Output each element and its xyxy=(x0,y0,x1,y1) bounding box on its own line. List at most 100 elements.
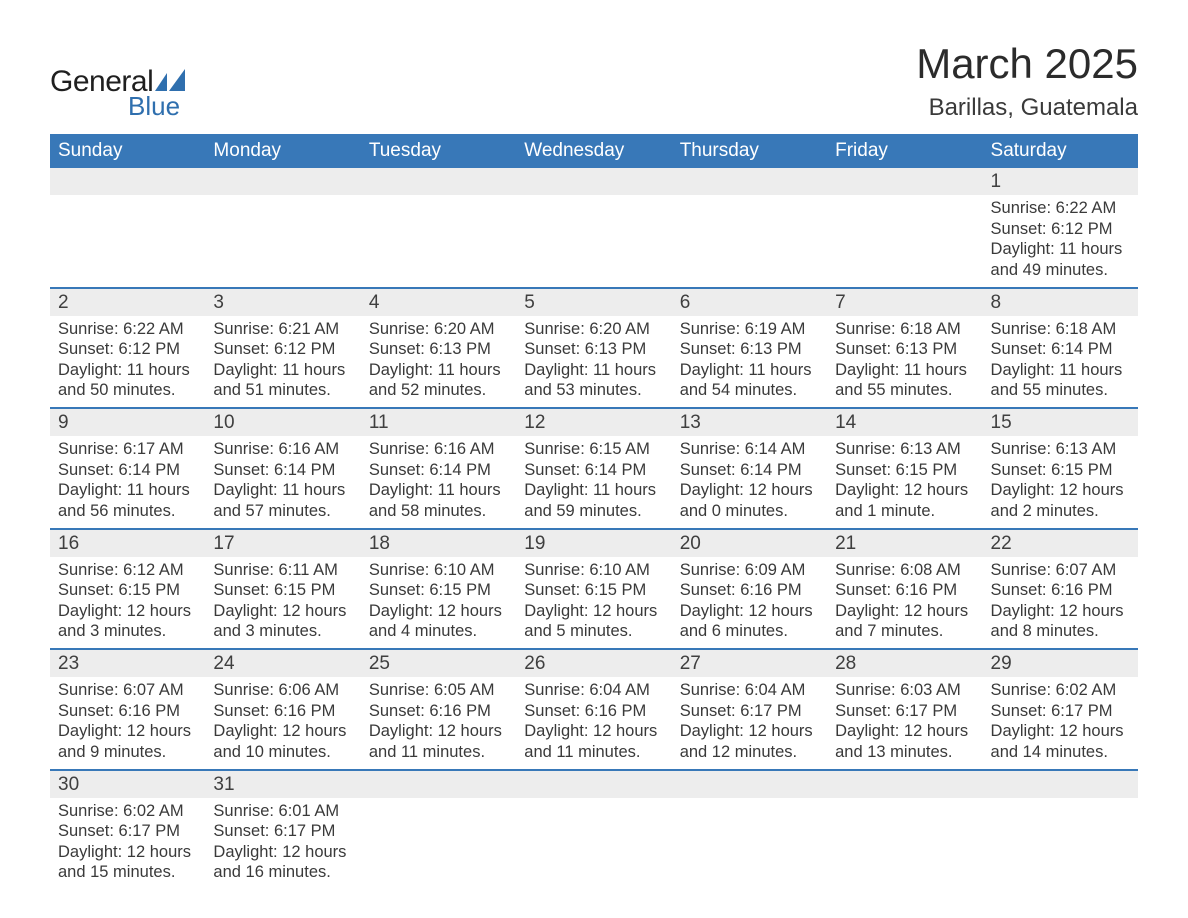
day-cell xyxy=(516,195,671,288)
cell-sunset: Sunset: 6:17 PM xyxy=(835,701,974,722)
cell-day1: Daylight: 12 hours xyxy=(991,480,1130,501)
cell-sunrise: Sunrise: 6:19 AM xyxy=(680,319,819,340)
day-number: 28 xyxy=(827,649,982,677)
day-cell: Sunrise: 6:20 AMSunset: 6:13 PMDaylight:… xyxy=(516,316,671,409)
cell-sunset: Sunset: 6:13 PM xyxy=(524,339,663,360)
cell-sunrise: Sunrise: 6:02 AM xyxy=(991,680,1130,701)
day-cell: Sunrise: 6:10 AMSunset: 6:15 PMDaylight:… xyxy=(361,557,516,650)
cell-day2: and 6 minutes. xyxy=(680,621,819,642)
cell-sunrise: Sunrise: 6:04 AM xyxy=(680,680,819,701)
cell-day2: and 16 minutes. xyxy=(213,862,352,883)
cell-day1: Daylight: 12 hours xyxy=(991,721,1130,742)
day-number: 18 xyxy=(361,529,516,557)
logo: General Blue xyxy=(50,65,185,122)
cell-day2: and 56 minutes. xyxy=(58,501,197,522)
day-number: 26 xyxy=(516,649,671,677)
day-number: 7 xyxy=(827,288,982,316)
cell-day2: and 15 minutes. xyxy=(58,862,197,883)
day-number: 1 xyxy=(983,168,1138,195)
day-header: Thursday xyxy=(672,134,827,168)
cell-day1: Daylight: 11 hours xyxy=(524,360,663,381)
cell-day1: Daylight: 12 hours xyxy=(680,721,819,742)
day-number: 29 xyxy=(983,649,1138,677)
day-cell: Sunrise: 6:05 AMSunset: 6:16 PMDaylight:… xyxy=(361,677,516,770)
day-number xyxy=(205,168,360,195)
logo-word-blue: Blue xyxy=(128,91,180,122)
day-number: 9 xyxy=(50,408,205,436)
day-number: 31 xyxy=(205,770,360,798)
day-header: Monday xyxy=(205,134,360,168)
cell-day1: Daylight: 12 hours xyxy=(835,721,974,742)
cell-day1: Daylight: 12 hours xyxy=(58,721,197,742)
cell-sunrise: Sunrise: 6:08 AM xyxy=(835,560,974,581)
day-number: 5 xyxy=(516,288,671,316)
cell-day1: Daylight: 11 hours xyxy=(524,480,663,501)
day-cell: Sunrise: 6:15 AMSunset: 6:14 PMDaylight:… xyxy=(516,436,671,529)
day-number xyxy=(50,168,205,195)
cell-sunrise: Sunrise: 6:14 AM xyxy=(680,439,819,460)
cell-sunset: Sunset: 6:15 PM xyxy=(213,580,352,601)
cell-day1: Daylight: 12 hours xyxy=(369,721,508,742)
day-number: 14 xyxy=(827,408,982,436)
day-number: 25 xyxy=(361,649,516,677)
day-number: 20 xyxy=(672,529,827,557)
day-number-row: 9101112131415 xyxy=(50,408,1138,436)
cell-sunset: Sunset: 6:12 PM xyxy=(991,219,1130,240)
day-cell: Sunrise: 6:06 AMSunset: 6:16 PMDaylight:… xyxy=(205,677,360,770)
cell-sunset: Sunset: 6:12 PM xyxy=(58,339,197,360)
day-cell: Sunrise: 6:12 AMSunset: 6:15 PMDaylight:… xyxy=(50,557,205,650)
day-header-row: SundayMondayTuesdayWednesdayThursdayFrid… xyxy=(50,134,1138,168)
cell-sunset: Sunset: 6:12 PM xyxy=(213,339,352,360)
cell-day2: and 2 minutes. xyxy=(991,501,1130,522)
day-cell xyxy=(672,798,827,890)
cell-sunrise: Sunrise: 6:01 AM xyxy=(213,801,352,822)
day-cell: Sunrise: 6:14 AMSunset: 6:14 PMDaylight:… xyxy=(672,436,827,529)
cell-day2: and 10 minutes. xyxy=(213,742,352,763)
day-cell: Sunrise: 6:09 AMSunset: 6:16 PMDaylight:… xyxy=(672,557,827,650)
cell-sunset: Sunset: 6:14 PM xyxy=(58,460,197,481)
day-cell: Sunrise: 6:08 AMSunset: 6:16 PMDaylight:… xyxy=(827,557,982,650)
day-number: 21 xyxy=(827,529,982,557)
cell-sunset: Sunset: 6:16 PM xyxy=(524,701,663,722)
cell-day1: Daylight: 12 hours xyxy=(58,601,197,622)
cell-day1: Daylight: 11 hours xyxy=(680,360,819,381)
cell-day2: and 12 minutes. xyxy=(680,742,819,763)
cell-sunrise: Sunrise: 6:04 AM xyxy=(524,680,663,701)
cell-sunset: Sunset: 6:15 PM xyxy=(58,580,197,601)
cell-sunrise: Sunrise: 6:11 AM xyxy=(213,560,352,581)
cell-day2: and 1 minute. xyxy=(835,501,974,522)
cell-sunrise: Sunrise: 6:17 AM xyxy=(58,439,197,460)
day-cell: Sunrise: 6:04 AMSunset: 6:17 PMDaylight:… xyxy=(672,677,827,770)
cell-day2: and 11 minutes. xyxy=(524,742,663,763)
day-number: 6 xyxy=(672,288,827,316)
cell-day1: Daylight: 11 hours xyxy=(991,239,1130,260)
cell-sunset: Sunset: 6:17 PM xyxy=(58,821,197,842)
cell-day2: and 7 minutes. xyxy=(835,621,974,642)
cell-day1: Daylight: 12 hours xyxy=(835,601,974,622)
cell-day2: and 4 minutes. xyxy=(369,621,508,642)
day-number-row: 23242526272829 xyxy=(50,649,1138,677)
day-number-row: 3031 xyxy=(50,770,1138,798)
day-number xyxy=(516,770,671,798)
day-cell: Sunrise: 6:17 AMSunset: 6:14 PMDaylight:… xyxy=(50,436,205,529)
cell-sunset: Sunset: 6:16 PM xyxy=(835,580,974,601)
cell-sunset: Sunset: 6:16 PM xyxy=(991,580,1130,601)
day-number: 12 xyxy=(516,408,671,436)
cell-sunset: Sunset: 6:14 PM xyxy=(369,460,508,481)
cell-day2: and 13 minutes. xyxy=(835,742,974,763)
day-cell: Sunrise: 6:13 AMSunset: 6:15 PMDaylight:… xyxy=(983,436,1138,529)
day-data-row: Sunrise: 6:02 AMSunset: 6:17 PMDaylight:… xyxy=(50,798,1138,890)
day-cell: Sunrise: 6:21 AMSunset: 6:12 PMDaylight:… xyxy=(205,316,360,409)
cell-sunset: Sunset: 6:15 PM xyxy=(991,460,1130,481)
day-cell: Sunrise: 6:01 AMSunset: 6:17 PMDaylight:… xyxy=(205,798,360,890)
cell-sunset: Sunset: 6:17 PM xyxy=(991,701,1130,722)
day-cell xyxy=(672,195,827,288)
cell-sunrise: Sunrise: 6:07 AM xyxy=(991,560,1130,581)
cell-sunrise: Sunrise: 6:21 AM xyxy=(213,319,352,340)
cell-sunrise: Sunrise: 6:06 AM xyxy=(213,680,352,701)
day-cell xyxy=(827,798,982,890)
cell-day1: Daylight: 11 hours xyxy=(835,360,974,381)
cell-sunset: Sunset: 6:13 PM xyxy=(835,339,974,360)
day-cell xyxy=(361,195,516,288)
day-number xyxy=(672,168,827,195)
